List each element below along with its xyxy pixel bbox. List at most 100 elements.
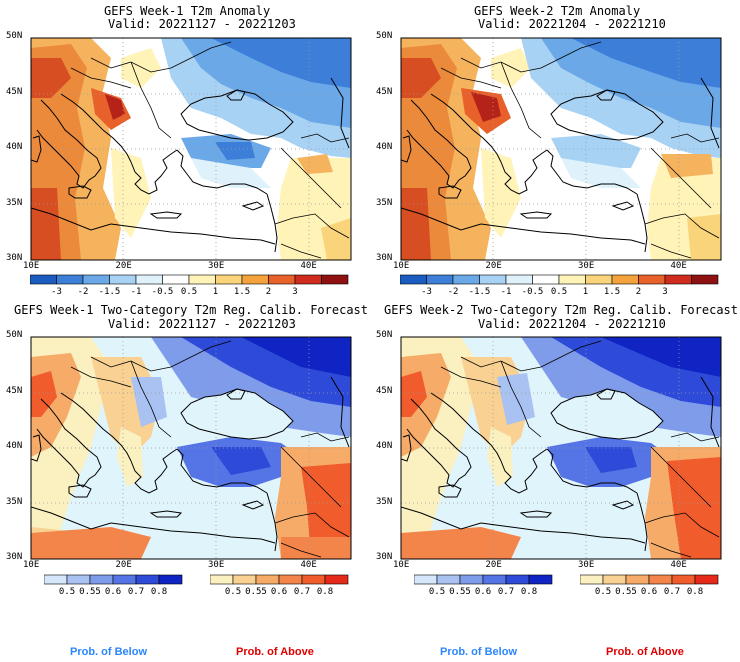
- colorbar-swatch: [82, 274, 110, 285]
- colorbar-swatch: [528, 574, 553, 585]
- colorbar-label: 0.8: [317, 587, 333, 596]
- lat-tick-label: 30N: [6, 552, 23, 562]
- colorbar-swatch: [210, 574, 234, 585]
- colorbar-label: 0.5: [181, 287, 197, 296]
- colorbar-label: -1: [131, 287, 142, 296]
- prob-below-colorbar-week1: 0.5 0.55 0.6 0.7 0.8: [44, 574, 183, 596]
- colorbar-swatch: [188, 274, 216, 285]
- lon-tick-label: 10E: [393, 261, 410, 271]
- lat-tick-label: 40N: [6, 142, 23, 152]
- colorbar-swatch: [671, 574, 696, 585]
- colorbar-label: 0.7: [294, 587, 310, 596]
- colorbar-label: 0.6: [105, 587, 121, 596]
- colorbar-swatch: [215, 274, 243, 285]
- colorbar-label: 0.7: [128, 587, 144, 596]
- lat-tick-label: 40N: [376, 441, 393, 451]
- colorbar-swatch: [558, 274, 586, 285]
- colorbar-swatch: [452, 274, 480, 285]
- colorbar-swatch: [89, 574, 114, 585]
- colorbar-label: 0.5: [225, 587, 241, 596]
- colorbar-label: 0.8: [521, 587, 537, 596]
- lat-tick-label: 30N: [6, 253, 23, 263]
- colorbar-swatch: [580, 574, 604, 585]
- colorbar-swatch: [162, 274, 190, 285]
- colorbar-swatch: [135, 574, 160, 585]
- colorbar-swatch: [602, 574, 627, 585]
- panel-1-title: GEFS Week-1 T2m Anomaly: [104, 4, 271, 18]
- colorbar-label: -3: [51, 287, 62, 296]
- colorbar-label: -0.5: [522, 287, 544, 296]
- panel-3-valid: Valid: 20221127 - 20221203: [108, 317, 296, 331]
- colorbar-swatch: [158, 574, 183, 585]
- colorbar-label: 0.7: [498, 587, 514, 596]
- prob-above-label-left: Prob. of Above: [236, 646, 314, 658]
- lat-tick-label: 40N: [6, 441, 23, 451]
- lon-tick-label: 30E: [578, 560, 595, 570]
- prob-below-label-left: Prob. of Below: [70, 646, 147, 658]
- colorbar-label: 0.6: [475, 587, 491, 596]
- probability-map-week2: [400, 336, 722, 560]
- colorbar-label: 0.55: [449, 587, 471, 596]
- lon-tick-label: 40E: [670, 261, 687, 271]
- panel-4-title: GEFS Week-2 Two-Category T2m Reg. Calib.…: [384, 303, 739, 317]
- colorbar-label: 2: [266, 287, 271, 296]
- colorbar-label: 3: [292, 287, 297, 296]
- colorbar-swatch: [294, 274, 322, 285]
- colorbar-swatch: [324, 574, 349, 585]
- colorbar-swatch: [66, 574, 91, 585]
- colorbar-swatch: [414, 574, 438, 585]
- colorbar-label: -0.5: [152, 287, 174, 296]
- lat-tick-label: 40N: [376, 142, 393, 152]
- colorbar-swatch: [482, 574, 507, 585]
- colorbar-swatch: [694, 574, 719, 585]
- lon-tick-label: 10E: [23, 560, 40, 570]
- colorbar-swatch: [301, 574, 326, 585]
- lon-tick-label: 10E: [23, 261, 40, 271]
- colorbar-swatch: [30, 274, 57, 285]
- colorbar-swatch: [44, 574, 68, 585]
- colorbar-label: 0.6: [641, 587, 657, 596]
- colorbar-swatch: [505, 274, 533, 285]
- prob-above-colorbar-week1: 0.5 0.55 0.6 0.7 0.8: [210, 574, 349, 596]
- colorbar-label: 2: [636, 287, 641, 296]
- colorbar-swatch: [278, 574, 303, 585]
- prob-above-colorbar-week2: 0.5 0.55 0.6 0.7 0.8: [580, 574, 719, 596]
- panel-1-valid: Valid: 20221127 - 20221203: [108, 17, 296, 31]
- lon-tick-label: 40E: [300, 261, 317, 271]
- lon-tick-label: 20E: [485, 560, 502, 570]
- colorbar-swatch: [505, 574, 530, 585]
- anomaly-colorbar-week2: -3 -2 -1.5 -1 -0.5 0.5 1 1.5 2 3: [400, 274, 719, 296]
- colorbar-label: 1: [583, 287, 588, 296]
- prob-below-colorbar-week2: 0.5 0.55 0.6 0.7 0.8: [414, 574, 553, 596]
- colorbar-label: 0.55: [79, 587, 101, 596]
- lat-tick-label: 35N: [376, 496, 393, 507]
- anomaly-map-week2: [400, 37, 722, 261]
- colorbar-label: 0.5: [551, 287, 567, 296]
- colorbar-label: 1.5: [234, 287, 250, 296]
- lon-tick-label: 30E: [208, 261, 225, 271]
- colorbar-label: 0.5: [595, 587, 611, 596]
- colorbar-label: 1.5: [604, 287, 620, 296]
- colorbar-swatch: [321, 274, 349, 285]
- lat-tick-label: 50N: [376, 31, 393, 41]
- colorbar-label: 0.5: [59, 587, 75, 596]
- colorbar-swatch: [625, 574, 650, 585]
- colorbar-swatch: [135, 274, 163, 285]
- colorbar-label: 0.6: [271, 587, 287, 596]
- colorbar-swatch: [436, 574, 461, 585]
- colorbar-swatch: [268, 274, 296, 285]
- lon-tick-label: 30E: [208, 560, 225, 570]
- colorbar-swatch: [479, 274, 507, 285]
- anomaly-colorbar-week1: -3 -2 -1.5 -1 -0.5 0.5 1 1.5 2 3: [30, 274, 349, 296]
- lon-tick-label: 40E: [670, 560, 687, 570]
- lon-tick-label: 30E: [578, 261, 595, 271]
- colorbar-swatch: [585, 274, 613, 285]
- lat-tick-label: 50N: [376, 330, 393, 340]
- colorbar-swatch: [459, 574, 484, 585]
- lat-tick-label: 35N: [376, 197, 393, 208]
- lat-tick-label: 50N: [6, 31, 23, 41]
- colorbar-label: 0.8: [687, 587, 703, 596]
- colorbar-label: -3: [421, 287, 432, 296]
- colorbar-swatch: [400, 274, 427, 285]
- lat-tick-label: 45N: [376, 86, 393, 97]
